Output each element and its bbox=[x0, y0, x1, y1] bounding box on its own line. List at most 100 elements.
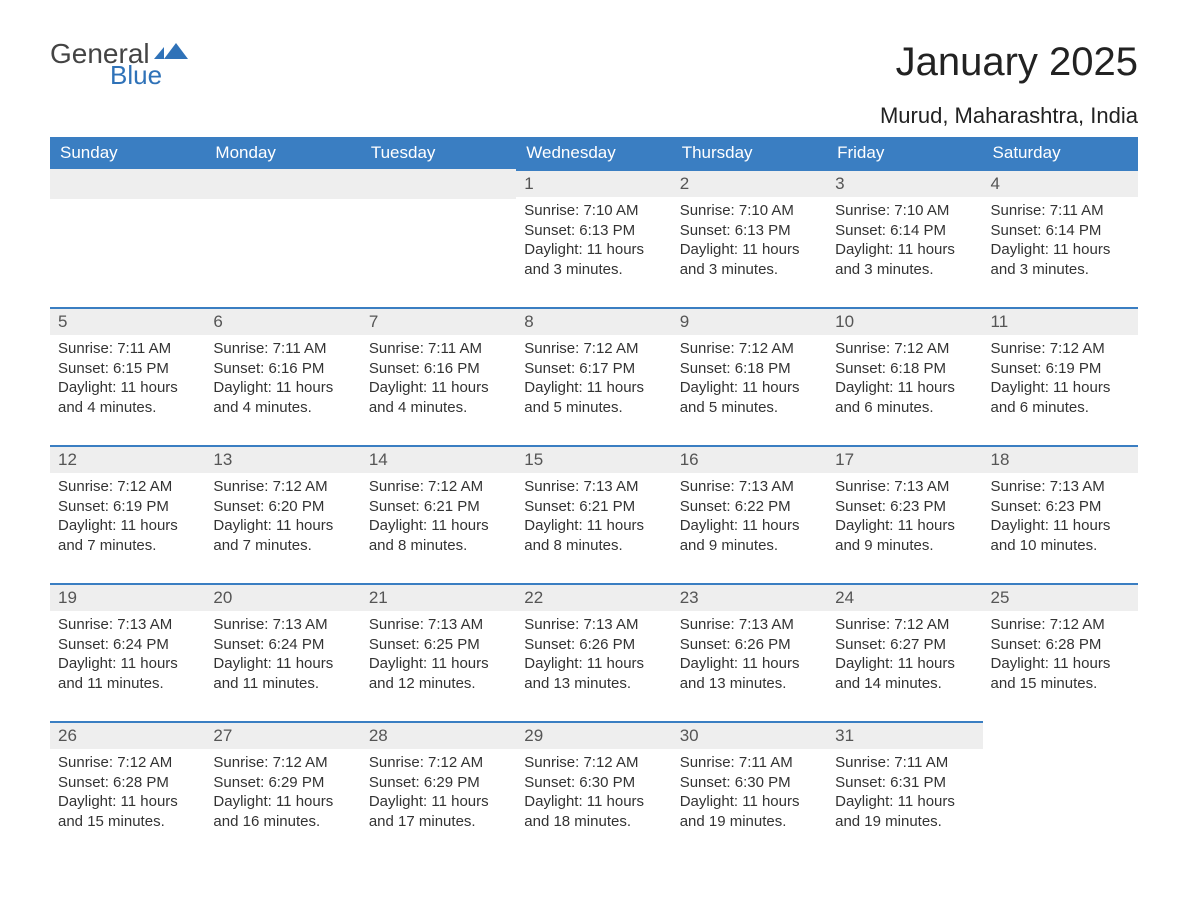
daylight-line: Daylight: 11 hours and 4 minutes. bbox=[213, 378, 352, 417]
day-details: Sunrise: 7:11 AMSunset: 6:16 PMDaylight:… bbox=[361, 335, 516, 445]
day-details: Sunrise: 7:13 AMSunset: 6:21 PMDaylight:… bbox=[516, 473, 671, 583]
day-details: Sunrise: 7:11 AMSunset: 6:31 PMDaylight:… bbox=[827, 749, 982, 859]
calendar-day-cell: 1 Sunrise: 7:10 AMSunset: 6:13 PMDaylight… bbox=[516, 169, 671, 307]
day-number: 8 bbox=[516, 307, 671, 335]
sunrise-line: Sunrise: 7:10 AM bbox=[524, 201, 663, 221]
sunrise-line: Sunrise: 7:12 AM bbox=[524, 753, 663, 773]
sunset-line: Sunset: 6:13 PM bbox=[524, 221, 663, 241]
daylight-line: Daylight: 11 hours and 16 minutes. bbox=[213, 792, 352, 831]
sunset-line: Sunset: 6:29 PM bbox=[213, 773, 352, 793]
day-number: 29 bbox=[516, 721, 671, 749]
calendar-week: 1Sunrise: 7:10 AMSunset: 6:13 PMDaylight… bbox=[50, 169, 1138, 307]
day-number: 28 bbox=[361, 721, 516, 749]
sunset-line: Sunset: 6:16 PM bbox=[369, 359, 508, 379]
sunrise-line: Sunrise: 7:12 AM bbox=[680, 339, 819, 359]
sunrise-line: Sunrise: 7:12 AM bbox=[835, 615, 974, 635]
sunset-line: Sunset: 6:24 PM bbox=[58, 635, 197, 655]
day-details: Sunrise: 7:11 AMSunset: 6:15 PMDaylight:… bbox=[50, 335, 205, 445]
day-details: Sunrise: 7:12 AMSunset: 6:18 PMDaylight:… bbox=[827, 335, 982, 445]
day-details: Sunrise: 7:13 AMSunset: 6:24 PMDaylight:… bbox=[50, 611, 205, 721]
logo: General Blue bbox=[50, 40, 188, 88]
sunrise-line: Sunrise: 7:11 AM bbox=[58, 339, 197, 359]
calendar-day-cell: 13Sunrise: 7:12 AMSunset: 6:20 PMDayligh… bbox=[205, 445, 360, 583]
daylight-line: Daylight: 11 hours and 13 minutes. bbox=[680, 654, 819, 693]
sunrise-line: Sunrise: 7:13 AM bbox=[835, 477, 974, 497]
calendar-day-cell: 7Sunrise: 7:11 AMSunset: 6:16 PMDaylight… bbox=[361, 307, 516, 445]
day-number: 23 bbox=[672, 583, 827, 611]
weekday-header: Monday bbox=[205, 137, 360, 169]
day-number: 14 bbox=[361, 445, 516, 473]
day-number: 16 bbox=[672, 445, 827, 473]
calendar-day-cell: 4Sunrise: 7:11 AMSunset: 6:14 PMDaylight… bbox=[983, 169, 1138, 307]
sunset-line: Sunset: 6:26 PM bbox=[680, 635, 819, 655]
sunset-line: Sunset: 6:14 PM bbox=[835, 221, 974, 241]
calendar-day-cell: 14Sunrise: 7:12 AMSunset: 6:21 PMDayligh… bbox=[361, 445, 516, 583]
sunrise-line: Sunrise: 7:13 AM bbox=[524, 477, 663, 497]
calendar-day-cell bbox=[983, 721, 1138, 859]
sunset-line: Sunset: 6:21 PM bbox=[524, 497, 663, 517]
calendar-week: 19Sunrise: 7:13 AMSunset: 6:24 PMDayligh… bbox=[50, 583, 1138, 721]
empty-day bbox=[361, 169, 516, 199]
calendar-day-cell: 15Sunrise: 7:13 AMSunset: 6:21 PMDayligh… bbox=[516, 445, 671, 583]
day-details: Sunrise: 7:12 AMSunset: 6:21 PMDaylight:… bbox=[361, 473, 516, 583]
day-number: 21 bbox=[361, 583, 516, 611]
sunset-line: Sunset: 6:14 PM bbox=[991, 221, 1130, 241]
day-details: Sunrise: 7:11 AMSunset: 6:14 PMDaylight:… bbox=[983, 197, 1138, 307]
sunset-line: Sunset: 6:18 PM bbox=[835, 359, 974, 379]
sunrise-line: Sunrise: 7:12 AM bbox=[835, 339, 974, 359]
calendar-day-cell: 26Sunrise: 7:12 AMSunset: 6:28 PMDayligh… bbox=[50, 721, 205, 859]
day-number: 1 bbox=[516, 169, 671, 197]
sunset-line: Sunset: 6:23 PM bbox=[835, 497, 974, 517]
daylight-line: Daylight: 11 hours and 7 minutes. bbox=[58, 516, 197, 555]
calendar-day-cell: 9Sunrise: 7:12 AMSunset: 6:18 PMDaylight… bbox=[672, 307, 827, 445]
daylight-line: Daylight: 11 hours and 13 minutes. bbox=[524, 654, 663, 693]
sunset-line: Sunset: 6:28 PM bbox=[58, 773, 197, 793]
calendar-day-cell: 11Sunrise: 7:12 AMSunset: 6:19 PMDayligh… bbox=[983, 307, 1138, 445]
empty-day-body bbox=[983, 751, 1138, 783]
sunset-line: Sunset: 6:27 PM bbox=[835, 635, 974, 655]
empty-day bbox=[205, 169, 360, 199]
day-number: 4 bbox=[983, 169, 1138, 197]
day-details: Sunrise: 7:11 AMSunset: 6:16 PMDaylight:… bbox=[205, 335, 360, 445]
daylight-line: Daylight: 11 hours and 15 minutes. bbox=[58, 792, 197, 831]
day-details: Sunrise: 7:13 AMSunset: 6:26 PMDaylight:… bbox=[672, 611, 827, 721]
calendar-day-cell: 12Sunrise: 7:12 AMSunset: 6:19 PMDayligh… bbox=[50, 445, 205, 583]
day-number: 30 bbox=[672, 721, 827, 749]
calendar-body: 1Sunrise: 7:10 AMSunset: 6:13 PMDaylight… bbox=[50, 169, 1138, 859]
calendar-day-cell: 18Sunrise: 7:13 AMSunset: 6:23 PMDayligh… bbox=[983, 445, 1138, 583]
day-number: 12 bbox=[50, 445, 205, 473]
daylight-line: Daylight: 11 hours and 7 minutes. bbox=[213, 516, 352, 555]
sunset-line: Sunset: 6:18 PM bbox=[680, 359, 819, 379]
sunrise-line: Sunrise: 7:12 AM bbox=[369, 753, 508, 773]
day-number: 19 bbox=[50, 583, 205, 611]
sunset-line: Sunset: 6:21 PM bbox=[369, 497, 508, 517]
sunrise-line: Sunrise: 7:13 AM bbox=[524, 615, 663, 635]
empty-day-body bbox=[50, 199, 205, 231]
calendar-day-cell: 25Sunrise: 7:12 AMSunset: 6:28 PMDayligh… bbox=[983, 583, 1138, 721]
calendar-day-cell: 27Sunrise: 7:12 AMSunset: 6:29 PMDayligh… bbox=[205, 721, 360, 859]
daylight-line: Daylight: 11 hours and 3 minutes. bbox=[680, 240, 819, 279]
daylight-line: Daylight: 11 hours and 18 minutes. bbox=[524, 792, 663, 831]
sunrise-line: Sunrise: 7:12 AM bbox=[58, 753, 197, 773]
logo-word-blue: Blue bbox=[110, 62, 188, 88]
sunrise-line: Sunrise: 7:12 AM bbox=[524, 339, 663, 359]
daylight-line: Daylight: 11 hours and 3 minutes. bbox=[835, 240, 974, 279]
daylight-line: Daylight: 11 hours and 15 minutes. bbox=[991, 654, 1130, 693]
sunset-line: Sunset: 6:26 PM bbox=[524, 635, 663, 655]
day-number: 6 bbox=[205, 307, 360, 335]
weekday-header: Wednesday bbox=[516, 137, 671, 169]
sunset-line: Sunset: 6:13 PM bbox=[680, 221, 819, 241]
sunrise-line: Sunrise: 7:13 AM bbox=[213, 615, 352, 635]
daylight-line: Daylight: 11 hours and 3 minutes. bbox=[524, 240, 663, 279]
daylight-line: Daylight: 11 hours and 3 minutes. bbox=[991, 240, 1130, 279]
sunrise-line: Sunrise: 7:12 AM bbox=[369, 477, 508, 497]
day-number: 24 bbox=[827, 583, 982, 611]
weekday-header-row: SundayMondayTuesdayWednesdayThursdayFrid… bbox=[50, 137, 1138, 169]
location: Murud, Maharashtra, India bbox=[880, 103, 1138, 129]
calendar-day-cell: 16Sunrise: 7:13 AMSunset: 6:22 PMDayligh… bbox=[672, 445, 827, 583]
day-details: Sunrise: 7:12 AMSunset: 6:30 PMDaylight:… bbox=[516, 749, 671, 859]
calendar-day-cell: 3Sunrise: 7:10 AMSunset: 6:14 PMDaylight… bbox=[827, 169, 982, 307]
sunset-line: Sunset: 6:25 PM bbox=[369, 635, 508, 655]
weekday-header: Sunday bbox=[50, 137, 205, 169]
day-number: 17 bbox=[827, 445, 982, 473]
